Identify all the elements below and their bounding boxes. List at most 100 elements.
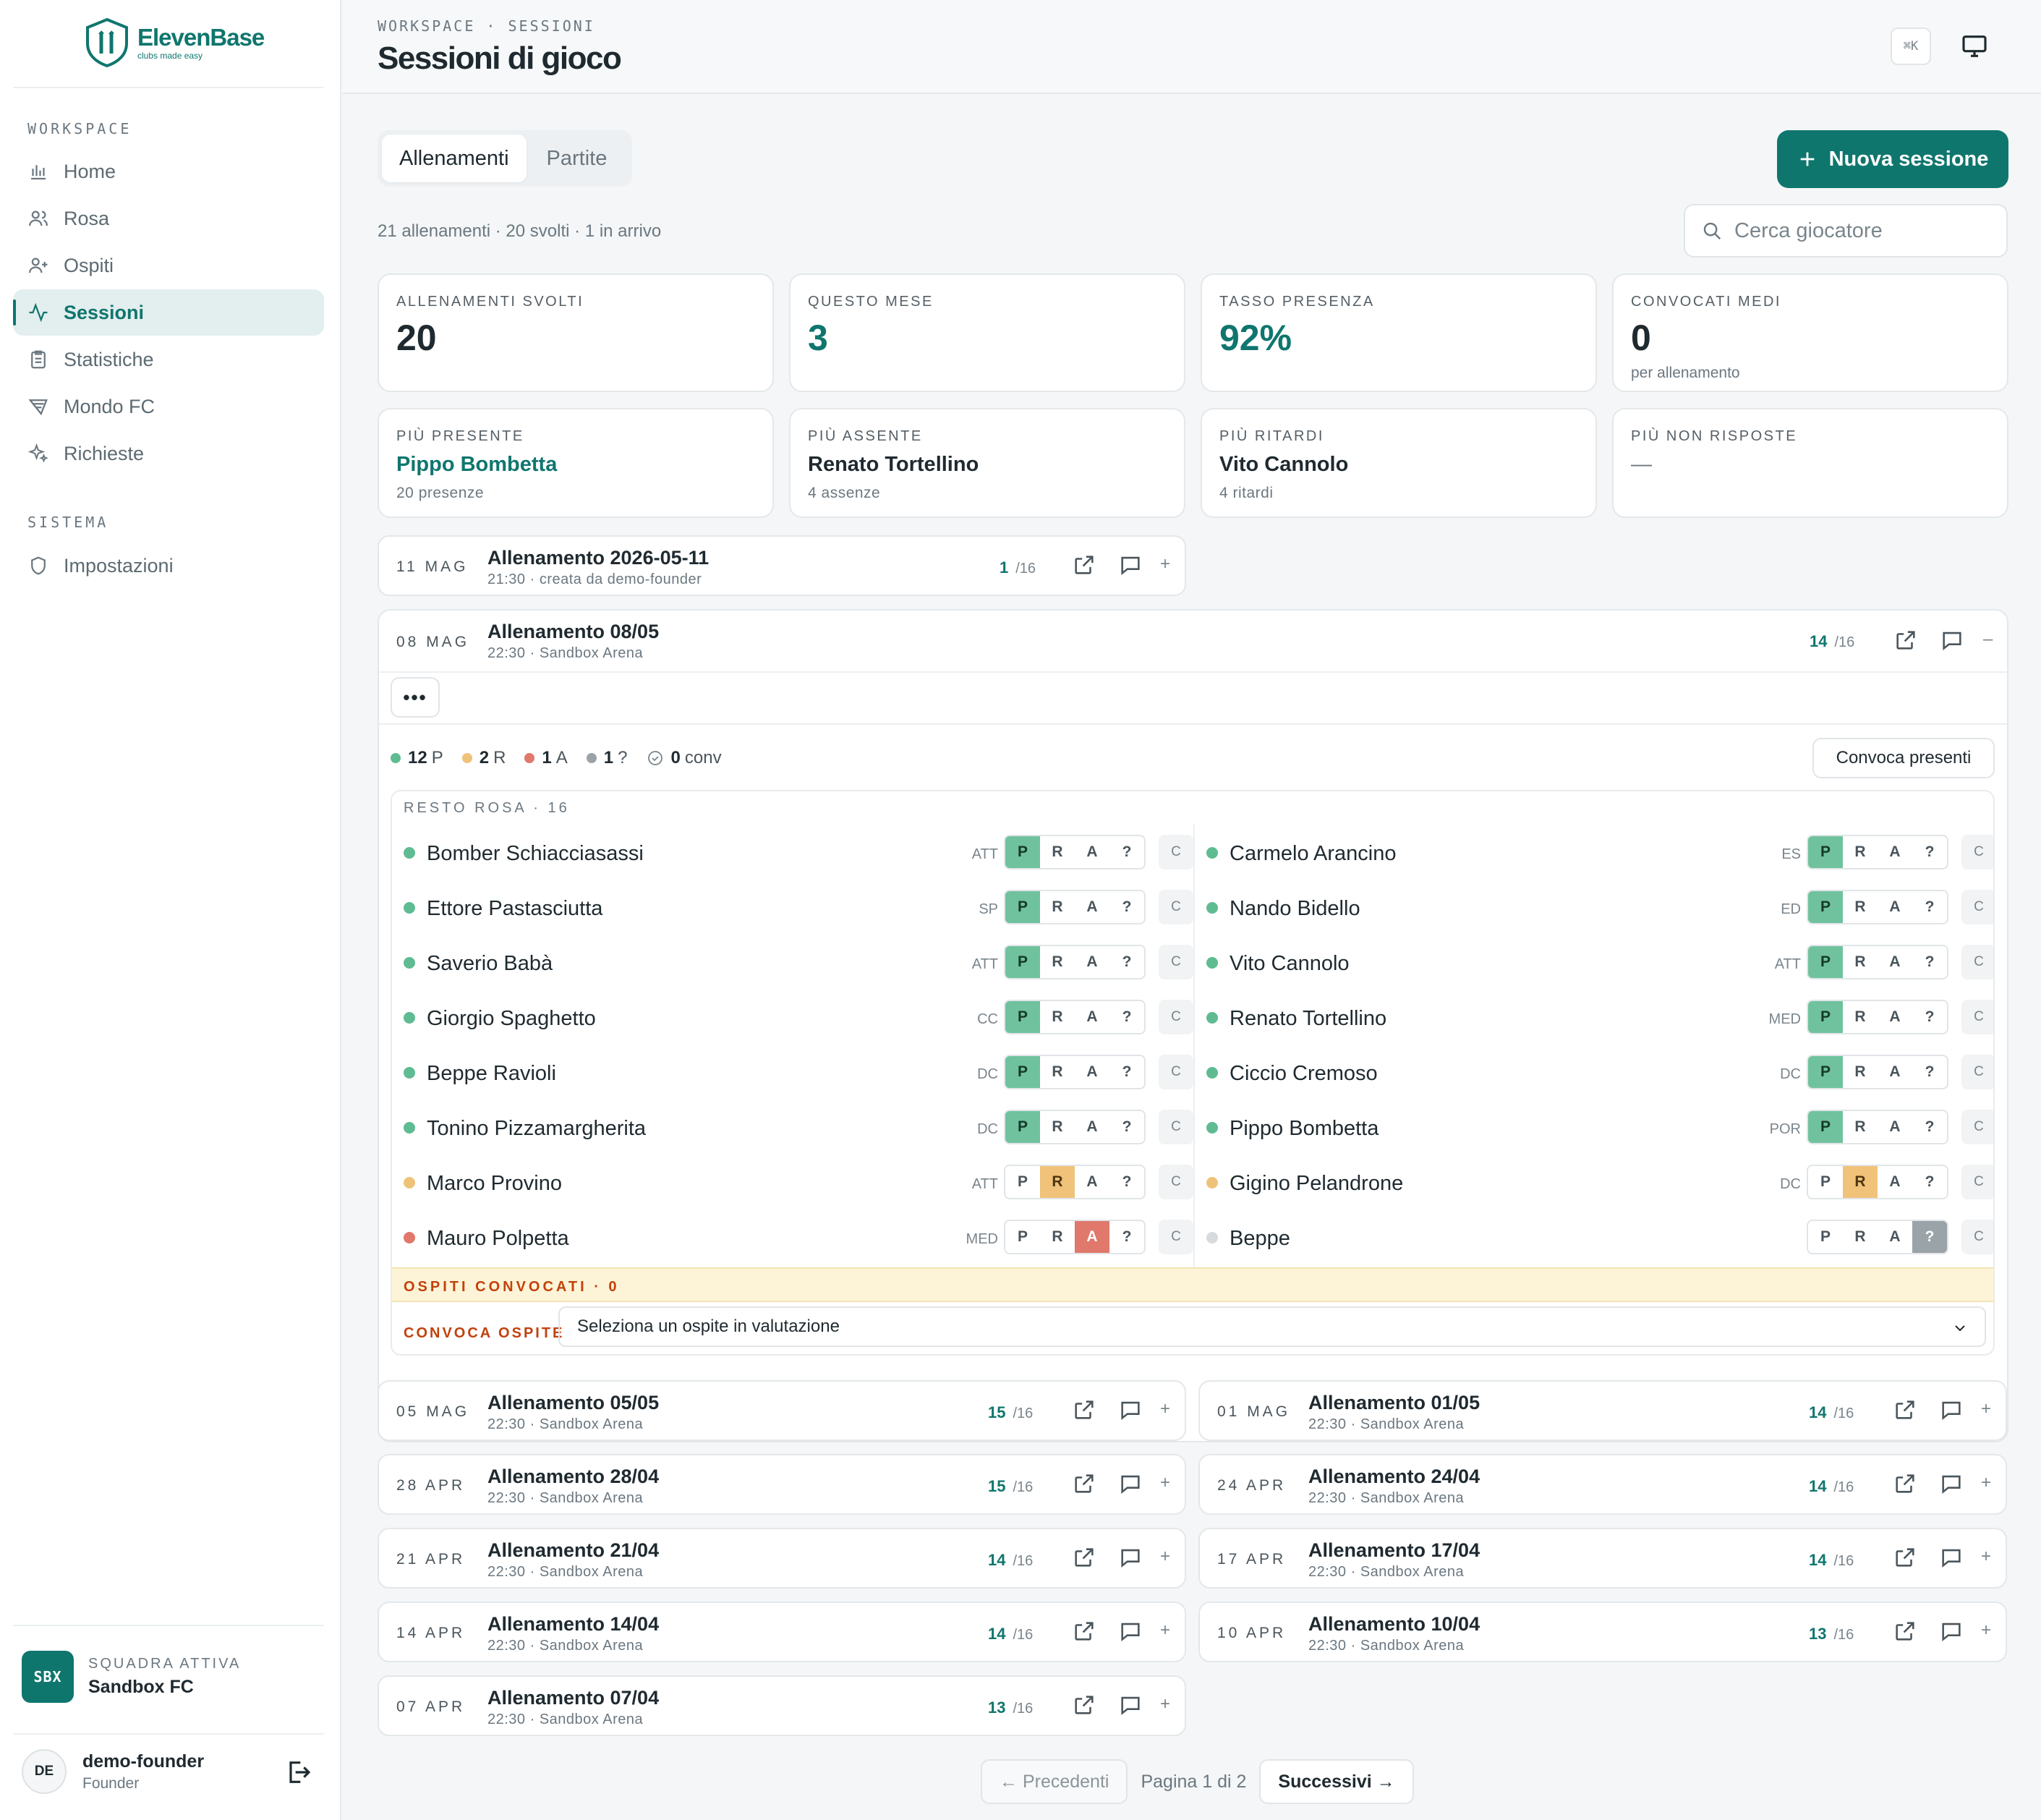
attendance-option[interactable]: A — [1086, 898, 1098, 915]
attendance-option[interactable]: ? — [1925, 1173, 1935, 1190]
attendance-option[interactable]: ? — [1122, 843, 1132, 860]
attendance-option[interactable]: P — [1017, 1173, 1028, 1190]
sidebar-item-mondo-fc[interactable]: Mondo FC — [13, 383, 324, 430]
command-palette-button[interactable]: ⌘K — [1891, 27, 1931, 65]
attendance-option[interactable]: P — [1808, 891, 1843, 923]
convoca-button[interactable]: C — [1961, 1055, 1993, 1089]
attendance-option[interactable]: ? — [1912, 1221, 1947, 1253]
open-external-icon[interactable] — [1893, 1398, 1917, 1422]
convoca-button[interactable]: C — [1159, 890, 1193, 924]
expand-toggle[interactable]: + — [1160, 554, 1171, 574]
attendance-option[interactable]: ? — [1122, 898, 1132, 915]
attendance-option[interactable]: P — [1808, 1111, 1843, 1143]
expand-toggle[interactable]: + — [1160, 1399, 1171, 1419]
session-row[interactable]: 07 APR Allenamento 07/04 22:30 · Sandbox A… — [378, 1675, 1186, 1736]
user-profile[interactable]: DE demo-founder Founder — [22, 1749, 204, 1794]
open-external-icon[interactable] — [1893, 628, 1918, 652]
attendance-option[interactable]: ? — [1122, 1008, 1132, 1025]
attendance-option[interactable]: ? — [1925, 843, 1935, 860]
comment-icon[interactable] — [1118, 1471, 1143, 1496]
attendance-option[interactable]: R — [1052, 843, 1063, 860]
attendance-option[interactable]: A — [1075, 1221, 1109, 1253]
attendance-option[interactable]: P — [1808, 946, 1843, 978]
attendance-option[interactable]: P — [1017, 1228, 1028, 1245]
attendance-option[interactable]: ? — [1122, 1118, 1132, 1135]
attendance-option[interactable]: P — [1820, 1173, 1831, 1190]
convoca-button[interactable]: C — [1961, 1000, 1993, 1034]
attendance-option[interactable]: R — [1052, 1118, 1063, 1135]
highlight-player[interactable]: Renato Tortellino — [808, 453, 979, 476]
open-external-icon[interactable] — [1893, 1471, 1917, 1496]
attendance-option[interactable]: ? — [1122, 953, 1132, 970]
convoca-button[interactable]: C — [1961, 890, 1993, 924]
comment-icon[interactable] — [1118, 1398, 1143, 1422]
comment-icon[interactable] — [1118, 1693, 1143, 1717]
sidebar-item-home[interactable]: Home — [13, 148, 324, 195]
app-logo[interactable]: ElevenBase clubs made easy — [84, 17, 265, 68]
convoca-button[interactable]: C — [1961, 835, 1993, 869]
session-row[interactable]: 01 MAG Allenamento 01/05 22:30 · Sandbox A… — [1198, 1380, 2007, 1441]
comment-icon[interactable] — [1939, 1398, 1964, 1422]
collapse-toggle[interactable]: – — [1983, 629, 1993, 649]
comment-icon[interactable] — [1940, 628, 1964, 652]
attendance-option[interactable]: R — [1854, 1228, 1866, 1245]
attendance-option[interactable]: A — [1889, 1173, 1901, 1190]
attendance-option[interactable]: ? — [1925, 1118, 1935, 1135]
expand-toggle[interactable]: + — [1160, 1547, 1171, 1566]
attendance-option[interactable]: R — [1052, 898, 1063, 915]
search-input[interactable]: Cerca giocatore — [1734, 218, 1883, 242]
comment-icon[interactable] — [1939, 1545, 1964, 1570]
attendance-option[interactable]: ? — [1925, 953, 1935, 970]
attendance-option[interactable]: P — [1808, 836, 1843, 868]
convoca-button[interactable]: C — [1159, 1165, 1193, 1199]
more-actions-button[interactable]: ••• — [391, 677, 440, 718]
next-page-button[interactable]: Successivi → — [1259, 1759, 1414, 1804]
expand-toggle[interactable]: + — [1160, 1473, 1171, 1492]
guest-select[interactable]: Seleziona un ospite in valutazione — [558, 1306, 1986, 1347]
expand-toggle[interactable]: + — [1981, 1473, 1992, 1492]
attendance-option[interactable]: P — [1808, 1001, 1843, 1033]
attendance-option[interactable]: A — [1889, 1063, 1901, 1080]
tab-allenamenti[interactable]: Allenamenti — [382, 135, 527, 182]
attendance-option[interactable]: A — [1889, 898, 1901, 915]
attendance-option[interactable]: R — [1843, 1166, 1878, 1198]
attendance-option[interactable]: R — [1854, 1063, 1866, 1080]
session-row[interactable]: 24 APR Allenamento 24/04 22:30 · Sandbox A… — [1198, 1454, 2007, 1515]
attendance-option[interactable]: P — [1808, 1056, 1843, 1088]
attendance-option[interactable]: A — [1086, 1008, 1098, 1025]
sidebar-item-richieste[interactable]: Richieste — [13, 430, 324, 477]
open-external-icon[interactable] — [1893, 1619, 1917, 1643]
attendance-option[interactable]: R — [1854, 953, 1866, 970]
attendance-option[interactable]: R — [1854, 898, 1866, 915]
comment-icon[interactable] — [1118, 1545, 1143, 1570]
monitor-icon[interactable] — [1960, 32, 1989, 61]
attendance-option[interactable]: ? — [1925, 1063, 1935, 1080]
open-external-icon[interactable] — [1072, 1471, 1096, 1496]
sidebar-item-sessioni[interactable]: Sessioni — [13, 289, 324, 336]
highlight-player[interactable]: Vito Cannolo — [1219, 453, 1349, 476]
new-session-button[interactable]: Nuova sessione — [1777, 130, 2008, 188]
session-row[interactable]: 11 MAG Allenamento 2026-05-11 21:30 · cr… — [378, 535, 1186, 596]
attendance-option[interactable]: R — [1052, 1228, 1063, 1245]
convoca-button[interactable]: C — [1961, 1110, 1993, 1144]
convoca-button[interactable]: C — [1961, 945, 1993, 979]
attendance-option[interactable]: A — [1086, 1173, 1098, 1190]
open-external-icon[interactable] — [1072, 1398, 1096, 1422]
attendance-option[interactable]: A — [1086, 843, 1098, 860]
attendance-option[interactable]: P — [1005, 891, 1040, 923]
attendance-option[interactable]: A — [1889, 1008, 1901, 1025]
attendance-option[interactable]: P — [1005, 1056, 1040, 1088]
attendance-option[interactable]: R — [1854, 1118, 1866, 1135]
convoca-button[interactable]: C — [1961, 1220, 1993, 1254]
open-external-icon[interactable] — [1893, 1545, 1917, 1570]
attendance-option[interactable]: A — [1889, 953, 1901, 970]
attendance-option[interactable]: R — [1854, 1008, 1866, 1025]
active-team[interactable]: SBX SQUADRA ATTIVA Sandbox FC — [22, 1651, 241, 1703]
convoca-button[interactable]: C — [1159, 1000, 1193, 1034]
attendance-option[interactable]: ? — [1925, 898, 1935, 915]
attendance-option[interactable]: P — [1005, 946, 1040, 978]
logout-icon[interactable] — [284, 1758, 312, 1787]
session-row[interactable]: 10 APR Allenamento 10/04 22:30 · Sandbox A… — [1198, 1602, 2007, 1662]
attendance-option[interactable]: R — [1854, 843, 1866, 860]
open-external-icon[interactable] — [1072, 1693, 1096, 1717]
